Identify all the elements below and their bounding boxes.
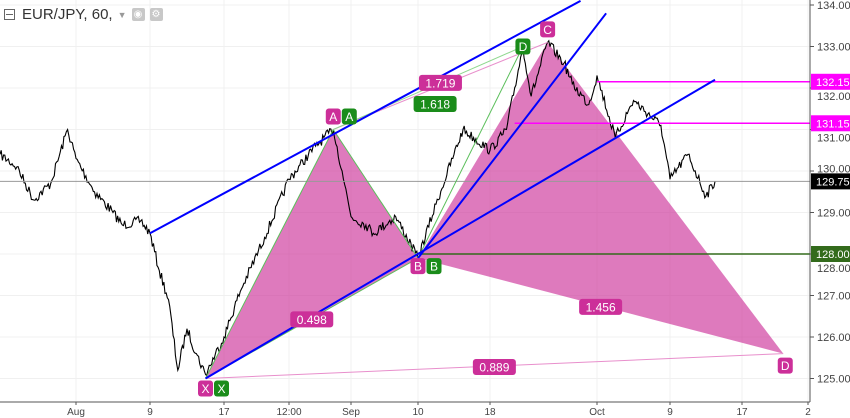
price-level-tag-bg [811,246,850,262]
green-leg-ab [332,129,419,259]
y-tick-label: 126.00 [817,332,850,344]
pattern-triangle-bcd [418,42,784,354]
x-tick-label: 2 [805,407,811,418]
ratio-label-text: 1.719 [425,76,455,90]
pattern-triangle-xab [205,129,418,379]
time-axis [0,402,850,418]
trendline [149,0,582,235]
point-label: D [777,357,793,374]
ratio-label-green: 1.618 [413,96,457,112]
chart-header: EUR/JPY, 60, ▼ ◉ ⚙ [4,6,163,23]
point-label-bg [410,258,426,275]
point-label: B [410,258,426,275]
price-level-tag-bg [811,115,850,132]
x-tick-label: 9 [667,407,673,418]
ratio-label: 0.498 [290,311,334,328]
green-leg-xa [205,129,334,379]
point-label-green: B [426,258,442,275]
y-tick-label: 127.00 [817,291,850,303]
point-label-bg [540,21,556,38]
price-level-tag-bg [811,73,850,90]
dropdown-caret-icon[interactable]: ▼ [117,9,127,20]
point-label-bg [325,108,341,125]
x-tick-label: Aug [67,407,85,418]
y-tick-label: 130.00 [817,163,850,175]
point-label-bg [198,380,213,397]
ratio-label-text: 0.498 [297,313,327,327]
point-label-green-text: X [217,382,225,396]
point-label-green-bg [341,108,357,125]
x-tick-label: 17 [736,407,748,418]
point-label-green: X [214,380,229,397]
ratio-label-bg [579,298,623,315]
point-label-green: A [341,108,357,125]
ratio-label-bg [418,74,462,91]
last-price-tag-bg [811,173,850,190]
y-tick-label: 125.00 [817,374,850,386]
ratio-label-green-bg [413,96,457,112]
point-label-green-text: D [519,40,528,54]
ratio-label-bg [472,359,516,376]
point-label: A [325,108,341,125]
point-label-bg [777,357,793,374]
y-tick-label: 133.00 [817,42,850,54]
point-label-green-bg [426,258,442,275]
y-tick-label: 131.00 [817,132,850,144]
price-level-tag: 131.15 [816,118,850,130]
point-label-green-bg [214,380,229,397]
point-label-green-text: B [430,260,438,274]
last-price-tag: 129.75 [816,176,850,188]
ratio-label: 0.889 [472,359,516,376]
point-label-text: C [543,23,552,37]
symbol-title[interactable]: EUR/JPY, 60, [22,6,113,23]
ratio-label-text: 1.456 [586,300,616,314]
trendline [417,12,607,259]
point-label: X [198,380,213,397]
point-label-green-bg [515,38,531,55]
point-label-text: X [201,382,209,396]
ratio-label-green-text: 1.618 [420,98,450,112]
x-tick-label: 17 [218,407,230,418]
ratio-label: 1.456 [579,298,623,315]
point-label-text: B [414,260,422,274]
price-level-tag: 128.00 [816,249,850,261]
price-axis [810,0,850,418]
green-leg-bd [417,46,524,259]
y-tick-label: 128.00 [817,263,850,275]
point-label-text: A [329,110,337,124]
x-tick-label: 10 [412,407,424,418]
x-tick-label: 18 [484,407,496,418]
price-level-tag: 132.15 [816,77,850,89]
x-tick-label: Sep [342,407,360,418]
x-tick-label: Oct [589,407,605,418]
ratio-label: 1.719 [418,74,462,91]
x-tick-label: 12:00 [276,407,301,418]
y-tick-label: 134.00 [817,0,850,12]
price-line [0,39,716,377]
ratio-label-text: 0.889 [479,361,509,375]
gear-icon[interactable]: ⚙ [149,8,163,21]
point-label-green-text: A [345,110,353,124]
point-label: C [540,21,556,38]
point-label-text: D [781,359,790,373]
trendline [204,78,716,380]
x-tick-label: 9 [147,407,153,418]
eye-icon[interactable]: ◉ [131,8,145,21]
y-tick-label: 132.00 [817,91,850,103]
collapse-icon[interactable] [4,9,15,20]
ratio-label-bg [290,311,334,328]
point-label-green: D [515,38,531,55]
y-tick-label: 129.00 [817,208,850,220]
